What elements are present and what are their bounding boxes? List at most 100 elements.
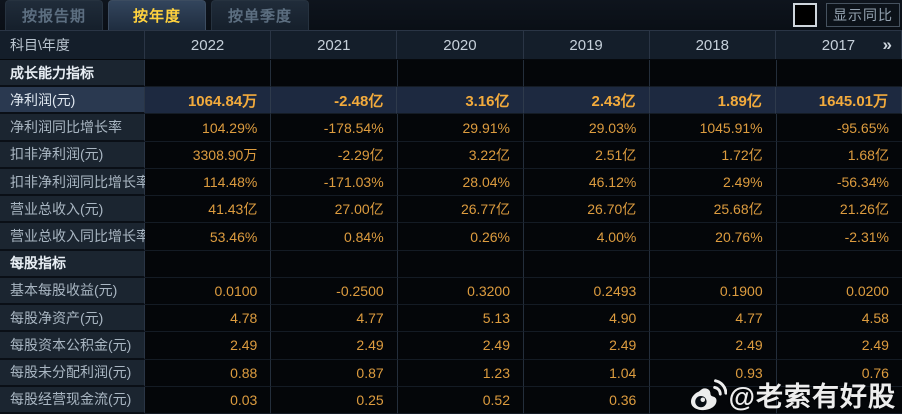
value-cell: 0.26% <box>397 223 524 251</box>
year-header-row: 科目\年度 2022 2021 2020 2019 2018 2017» <box>0 30 902 60</box>
value-cell: 0.3200 <box>397 277 524 306</box>
value-cell: 0.03 <box>145 386 272 414</box>
value-cell: 2.49 <box>145 332 272 360</box>
tab-controls: 显示同比 <box>793 3 900 27</box>
row-label: 营业总收入(元) <box>0 196 145 224</box>
table-row[interactable]: 营业总收入同比增长率 53.46% 0.84% 0.26% 4.00% 20.76% -2.… <box>0 223 902 251</box>
financial-table: 科目\年度 2022 2021 2020 2019 2018 2017» 成长能力指标 净利… <box>0 30 902 414</box>
value-cell: 5.13 <box>397 305 524 333</box>
table-row[interactable]: 基本每股收益(元) 0.0100 -0.2500 0.3200 0.2493 0.1900… <box>0 277 902 306</box>
row-label: 每股资本公积金(元) <box>0 332 145 360</box>
value-cell: 3308.90万 <box>145 141 272 169</box>
value-cell <box>271 250 398 278</box>
table-row[interactable]: 每股未分配利润(元) 0.88 0.87 1.23 1.04 0.93 0.76 <box>0 359 902 387</box>
value-cell: 0.25 <box>271 386 398 414</box>
table-body: 成长能力指标 净利润(元) 1064.84万 -2.48亿 3.16亿 2.43亿 1.89… <box>0 60 902 414</box>
table-row[interactable]: 每股资本公积金(元) 2.49 2.49 2.49 2.49 2.49 2.49 <box>0 332 902 360</box>
value-cell: 26.70亿 <box>523 196 651 224</box>
value-cell: -0.2500 <box>271 277 398 306</box>
value-cell: 3.22亿 <box>397 141 524 169</box>
show-yoy-checkbox[interactable] <box>793 3 817 27</box>
year-column-header[interactable]: 2022 <box>145 31 272 59</box>
value-cell: 4.58 <box>776 305 902 333</box>
value-cell <box>523 250 651 278</box>
value-cell: 2.49 <box>650 332 777 360</box>
value-cell: 0.84% <box>271 223 398 251</box>
corner-header: 科目\年度 <box>0 31 145 59</box>
table-row[interactable]: 成长能力指标 <box>0 60 902 88</box>
more-years-chevron-icon[interactable]: » <box>882 35 892 54</box>
value-cell: -2.31% <box>776 223 902 251</box>
value-cell: 29.03% <box>523 114 651 142</box>
tab-by-single-quarter[interactable]: 按单季度 <box>211 0 309 30</box>
value-cell: -95.65% <box>776 114 902 142</box>
value-cell: 0.52 <box>397 386 524 414</box>
tab-bar: 按报告期 按年度 按单季度 显示同比 <box>0 0 902 30</box>
table-row[interactable]: 每股经营现金流(元) 0.03 0.25 0.52 0.36 <box>0 386 902 414</box>
value-cell: 4.78 <box>145 305 272 333</box>
year-column-header[interactable]: 2018 <box>650 31 776 59</box>
value-cell: 0.0100 <box>145 277 272 306</box>
tab-by-report-period[interactable]: 按报告期 <box>5 0 103 30</box>
table-row[interactable]: 营业总收入(元) 41.43亿 27.00亿 26.77亿 26.70亿 25.68亿 21… <box>0 196 902 224</box>
tab-by-year[interactable]: 按年度 <box>108 0 206 30</box>
value-cell: 2.49 <box>271 332 398 360</box>
value-cell: -2.48亿 <box>271 87 398 115</box>
value-cell <box>145 60 272 88</box>
value-cell: 4.77 <box>650 305 777 333</box>
value-cell: 1.89亿 <box>649 87 776 115</box>
row-label: 扣非净利润同比增长率 <box>0 168 150 197</box>
year-column-header[interactable]: 2020 <box>397 31 524 59</box>
row-label: 每股未分配利润(元) <box>0 359 145 387</box>
value-cell <box>145 250 272 278</box>
value-cell: -56.34% <box>776 168 902 197</box>
value-cell <box>397 250 524 278</box>
value-cell: 0.76 <box>776 359 902 387</box>
year-column-header[interactable]: 2019 <box>524 31 650 59</box>
value-cell: 104.29% <box>145 114 272 142</box>
value-cell: 46.12% <box>523 168 651 197</box>
value-cell <box>776 250 902 278</box>
value-cell <box>776 60 902 88</box>
value-cell <box>271 60 398 88</box>
value-cell: 1645.01万 <box>775 87 902 115</box>
table-row[interactable]: 每股指标 <box>0 250 902 278</box>
value-cell: 1.72亿 <box>650 141 777 169</box>
value-cell: 0.0200 <box>776 277 902 306</box>
row-label: 每股净资产(元) <box>0 305 145 333</box>
value-cell <box>523 60 651 88</box>
row-label: 成长能力指标 <box>0 60 145 88</box>
value-cell <box>650 386 777 414</box>
value-cell: 26.77亿 <box>397 196 524 224</box>
row-label: 扣非净利润(元) <box>0 141 145 169</box>
value-cell: 21.26亿 <box>776 196 902 224</box>
value-cell: 2.49 <box>523 332 651 360</box>
value-cell <box>776 386 902 414</box>
table-row[interactable]: 净利润同比增长率 104.29% -178.54% 29.91% 29.03% 1045.… <box>0 114 902 142</box>
show-yoy-button[interactable]: 显示同比 <box>826 3 900 27</box>
value-cell: 2.49% <box>650 168 777 197</box>
value-cell: 2.49 <box>397 332 524 360</box>
table-row[interactable]: 扣非净利润同比增长率 114.48% -171.03% 28.04% 46.12% 2.4… <box>0 168 902 197</box>
value-cell: 3.16亿 <box>397 87 524 115</box>
value-cell: 1.68亿 <box>776 141 902 169</box>
value-cell <box>650 60 777 88</box>
row-label: 每股经营现金流(元) <box>0 386 145 414</box>
table-row[interactable]: 净利润(元) 1064.84万 -2.48亿 3.16亿 2.43亿 1.89亿 1645.… <box>0 87 902 115</box>
year-column-header[interactable]: 2021 <box>271 31 398 59</box>
value-cell: 4.77 <box>271 305 398 333</box>
value-cell: 0.93 <box>650 359 777 387</box>
value-cell <box>397 60 524 88</box>
table-row[interactable]: 扣非净利润(元) 3308.90万 -2.29亿 3.22亿 2.51亿 1.72亿 1.6… <box>0 141 902 169</box>
value-cell: -2.29亿 <box>271 141 398 169</box>
value-cell: -178.54% <box>271 114 398 142</box>
row-label: 净利润(元) <box>0 87 145 115</box>
value-cell: 41.43亿 <box>145 196 272 224</box>
value-cell: 2.49 <box>776 332 902 360</box>
value-cell: 29.91% <box>397 114 524 142</box>
value-cell: 28.04% <box>397 168 524 197</box>
value-cell: 4.00% <box>523 223 651 251</box>
value-cell: 114.48% <box>145 168 272 197</box>
table-row[interactable]: 每股净资产(元) 4.78 4.77 5.13 4.90 4.77 4.58 <box>0 305 902 333</box>
value-cell: 0.36 <box>523 386 651 414</box>
